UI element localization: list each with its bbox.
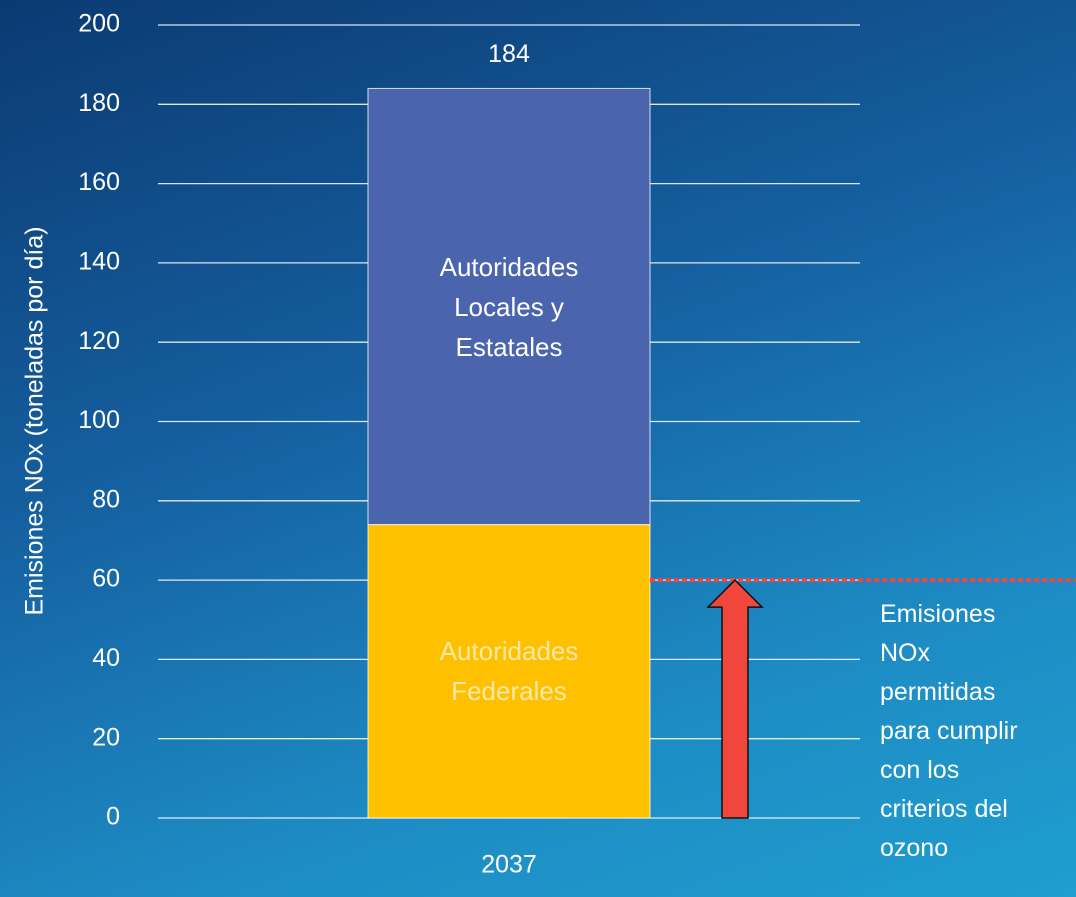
y-tick-label: 160 bbox=[78, 168, 120, 196]
segment-label: Autoridades Federales bbox=[439, 636, 579, 707]
y-tick-label: 140 bbox=[78, 248, 120, 276]
bar-segment bbox=[367, 87, 651, 526]
y-tick-label: 40 bbox=[92, 644, 120, 672]
y-tick-label: 180 bbox=[78, 89, 120, 117]
total-label: 184 bbox=[488, 40, 530, 68]
segment-label: Autoridades Locales y Estatales bbox=[439, 251, 579, 362]
y-tick-label: 200 bbox=[78, 10, 120, 38]
y-tick-label: 60 bbox=[92, 565, 120, 593]
threshold-label: Emisiones NOx permitidas para cumplir co… bbox=[880, 600, 1018, 863]
bar-segment bbox=[367, 524, 651, 819]
y-axis-title: Emisiones NOx (toneladas por día) bbox=[21, 226, 49, 615]
y-tick-label: 100 bbox=[78, 406, 120, 434]
y-tick-label: 120 bbox=[78, 327, 120, 355]
y-tick-label: 80 bbox=[92, 485, 120, 513]
threshold-arrow bbox=[706, 579, 764, 819]
y-tick-label: 20 bbox=[92, 723, 120, 751]
x-tick-label: 2037 bbox=[481, 851, 537, 879]
y-tick-label: 0 bbox=[106, 803, 120, 831]
